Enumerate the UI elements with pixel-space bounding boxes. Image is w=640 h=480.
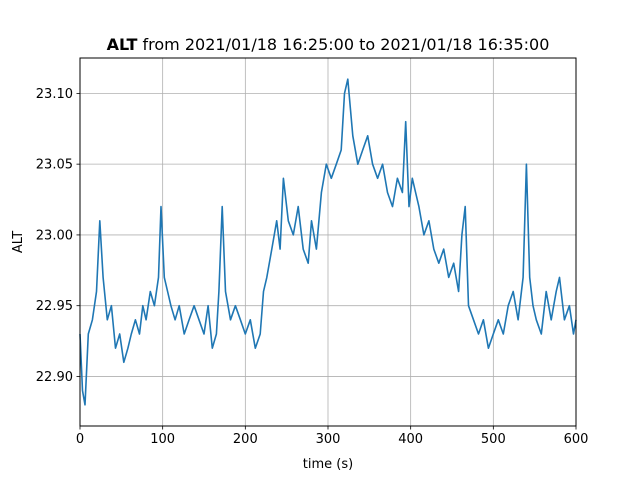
y-tick-label: 23.10 (36, 87, 73, 102)
y-tick-label: 23.05 (36, 158, 73, 173)
x-tick-label: 200 (233, 432, 258, 447)
y-tick-label: 22.95 (36, 299, 73, 314)
x-tick-label: 0 (76, 432, 84, 447)
chart-title-bold: ALT (107, 35, 138, 54)
x-tick-label: 100 (150, 432, 175, 447)
x-tick-label: 400 (398, 432, 423, 447)
x-tick-label: 500 (481, 432, 506, 447)
grid-lines (79, 58, 577, 426)
x-tick-label: 600 (564, 432, 589, 447)
x-tick-label: 300 (316, 432, 341, 447)
x-axis-label: time (s) (303, 457, 353, 472)
y-tick-label: 22.90 (36, 370, 73, 385)
y-tick-label: 23.00 (36, 228, 73, 243)
chart-title: ALT from 2021/01/18 16:25:00 to 2021/01/… (107, 35, 550, 54)
plot-area (79, 78, 577, 406)
x-axis-ticks: 0 100 200 300 400 500 600 (76, 426, 589, 447)
chart-title-rest: from 2021/01/18 16:25:00 to 2021/01/18 1… (137, 35, 549, 54)
series-line (79, 78, 577, 406)
y-axis-ticks: 22.90 22.95 23.00 23.05 23.10 (36, 87, 80, 385)
y-axis-label: ALT (11, 231, 26, 253)
